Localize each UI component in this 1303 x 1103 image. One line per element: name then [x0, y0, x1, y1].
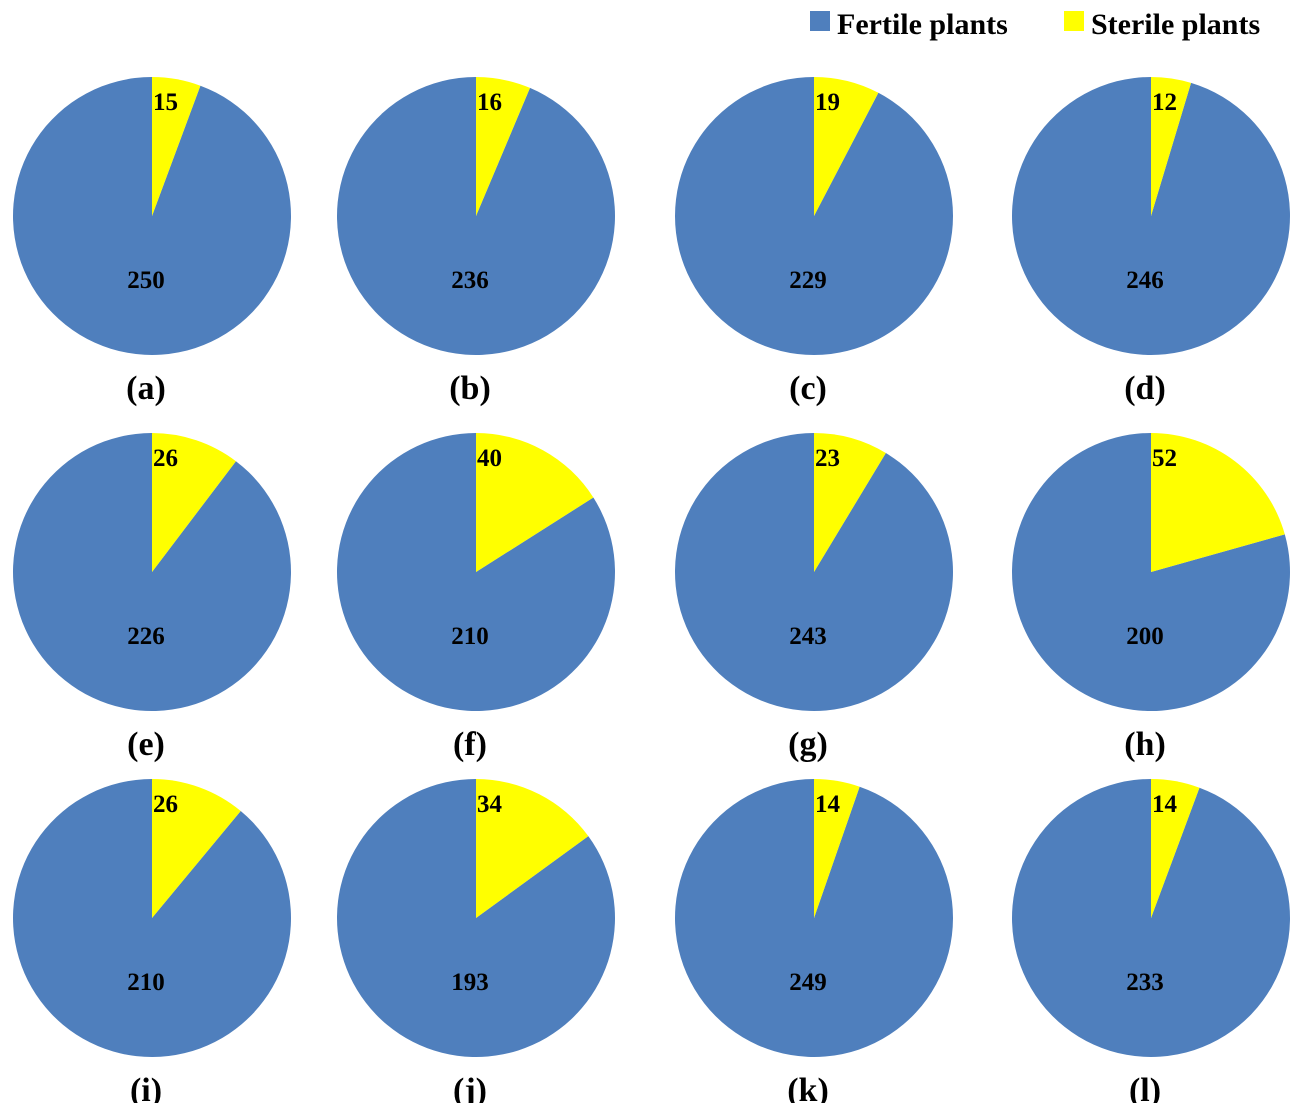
panel-label: (k) — [787, 1072, 829, 1103]
legend-label-fertile: Fertile plants — [837, 8, 1008, 41]
pie-slice-fertile — [1012, 76, 1291, 356]
fertile-value-label: 249 — [789, 969, 827, 996]
pie-slice-sterile — [476, 433, 594, 572]
pie-panel-a: 15 250 (a) — [13, 77, 292, 407]
pie-panel-h: 52 200 (h) — [1012, 433, 1291, 763]
pie-slice-fertile — [336, 433, 615, 712]
pie-slice-sterile — [1151, 433, 1285, 572]
fertile-value-label: 236 — [451, 267, 489, 294]
pie-slice-fertile — [675, 779, 954, 1057]
pie-slice-fertile — [337, 779, 616, 1057]
panel-label: (h) — [1124, 726, 1166, 763]
sterile-value-label: 14 — [815, 791, 841, 818]
fertile-value-label: 200 — [1126, 623, 1164, 650]
pie-slice-sterile — [476, 77, 530, 216]
fertile-value-label: 193 — [451, 969, 489, 996]
fertile-value-label: 250 — [127, 267, 165, 294]
sterile-value-label: 34 — [477, 791, 503, 818]
pie-slice-sterile — [152, 779, 241, 918]
pie-panel-l: 14 233 (l) — [1011, 779, 1290, 1103]
pie-slice-sterile — [814, 779, 860, 918]
pie-slice-fertile — [1011, 779, 1290, 1057]
pie-slice-sterile — [1151, 779, 1200, 918]
pie-slice-sterile — [814, 433, 886, 572]
pie-panel-d: 12 246 (d) — [1012, 76, 1291, 407]
panel-label: (j) — [453, 1072, 487, 1103]
fertile-value-label: 226 — [127, 623, 165, 650]
panel-label: (f) — [453, 726, 487, 763]
pie-slice-fertile — [13, 779, 292, 1058]
sterile-value-label: 52 — [1152, 445, 1177, 472]
panel-label: (d) — [1124, 370, 1166, 407]
pie-panels: 15 250 (a) 16 236 (b) 19 229 (c) 12 246 (d) 26 226 (e)… — [13, 76, 1291, 1103]
pie-panel-b: 16 236 (b) — [337, 77, 615, 407]
sterile-value-label: 26 — [153, 791, 178, 818]
pie-slice-sterile — [1151, 77, 1192, 216]
panel-label: (b) — [449, 370, 491, 407]
pie-slice-fertile — [13, 433, 292, 711]
fertile-value-label: 243 — [789, 623, 827, 650]
sterile-value-label: 40 — [477, 445, 502, 472]
panel-label: (c) — [789, 370, 827, 407]
pie-panel-k: 14 249 (k) — [675, 779, 954, 1103]
pie-slice-sterile — [152, 433, 236, 572]
sterile-value-label: 19 — [815, 89, 840, 116]
panel-label: (l) — [1129, 1072, 1161, 1103]
sterile-value-label: 23 — [815, 445, 840, 472]
sterile-value-label: 16 — [477, 89, 502, 116]
pie-slice-sterile — [476, 779, 589, 918]
pie-panel-c: 19 229 (c) — [675, 77, 953, 407]
fertile-value-label: 229 — [789, 267, 827, 294]
panel-label: (i) — [130, 1072, 162, 1103]
pie-slice-fertile — [674, 433, 953, 711]
fertile-value-label: 210 — [451, 623, 489, 650]
fertile-value-label: 233 — [1126, 969, 1164, 996]
legend: Fertile plants Sterile plants — [810, 8, 1260, 41]
fertile-value-label: 210 — [127, 969, 165, 996]
pie-panel-e: 26 226 (e) — [13, 433, 292, 763]
legend-swatch-sterile — [1064, 11, 1084, 31]
legend-label-sterile: Sterile plants — [1091, 8, 1260, 41]
panel-label: (g) — [788, 726, 828, 763]
fertile-value-label: 246 — [1126, 267, 1164, 294]
pie-slice-sterile — [814, 77, 879, 216]
pie-slice-fertile — [1012, 433, 1291, 711]
sterile-value-label: 15 — [153, 89, 178, 116]
sterile-value-label: 14 — [1152, 791, 1178, 818]
panel-label: (a) — [126, 370, 166, 407]
pie-panel-f: 40 210 (f) — [336, 433, 615, 763]
pie-panel-i: 26 210 (i) — [13, 779, 292, 1103]
sterile-value-label: 12 — [1152, 89, 1177, 116]
pie-panel-j: 34 193 (j) — [337, 779, 616, 1103]
pie-slice-fertile — [13, 77, 292, 355]
pie-panel-g: 23 243 (g) — [674, 433, 953, 763]
panel-label: (e) — [127, 726, 165, 763]
sterile-value-label: 26 — [153, 445, 178, 472]
legend-swatch-fertile — [810, 11, 830, 31]
pie-slice-sterile — [152, 77, 201, 216]
